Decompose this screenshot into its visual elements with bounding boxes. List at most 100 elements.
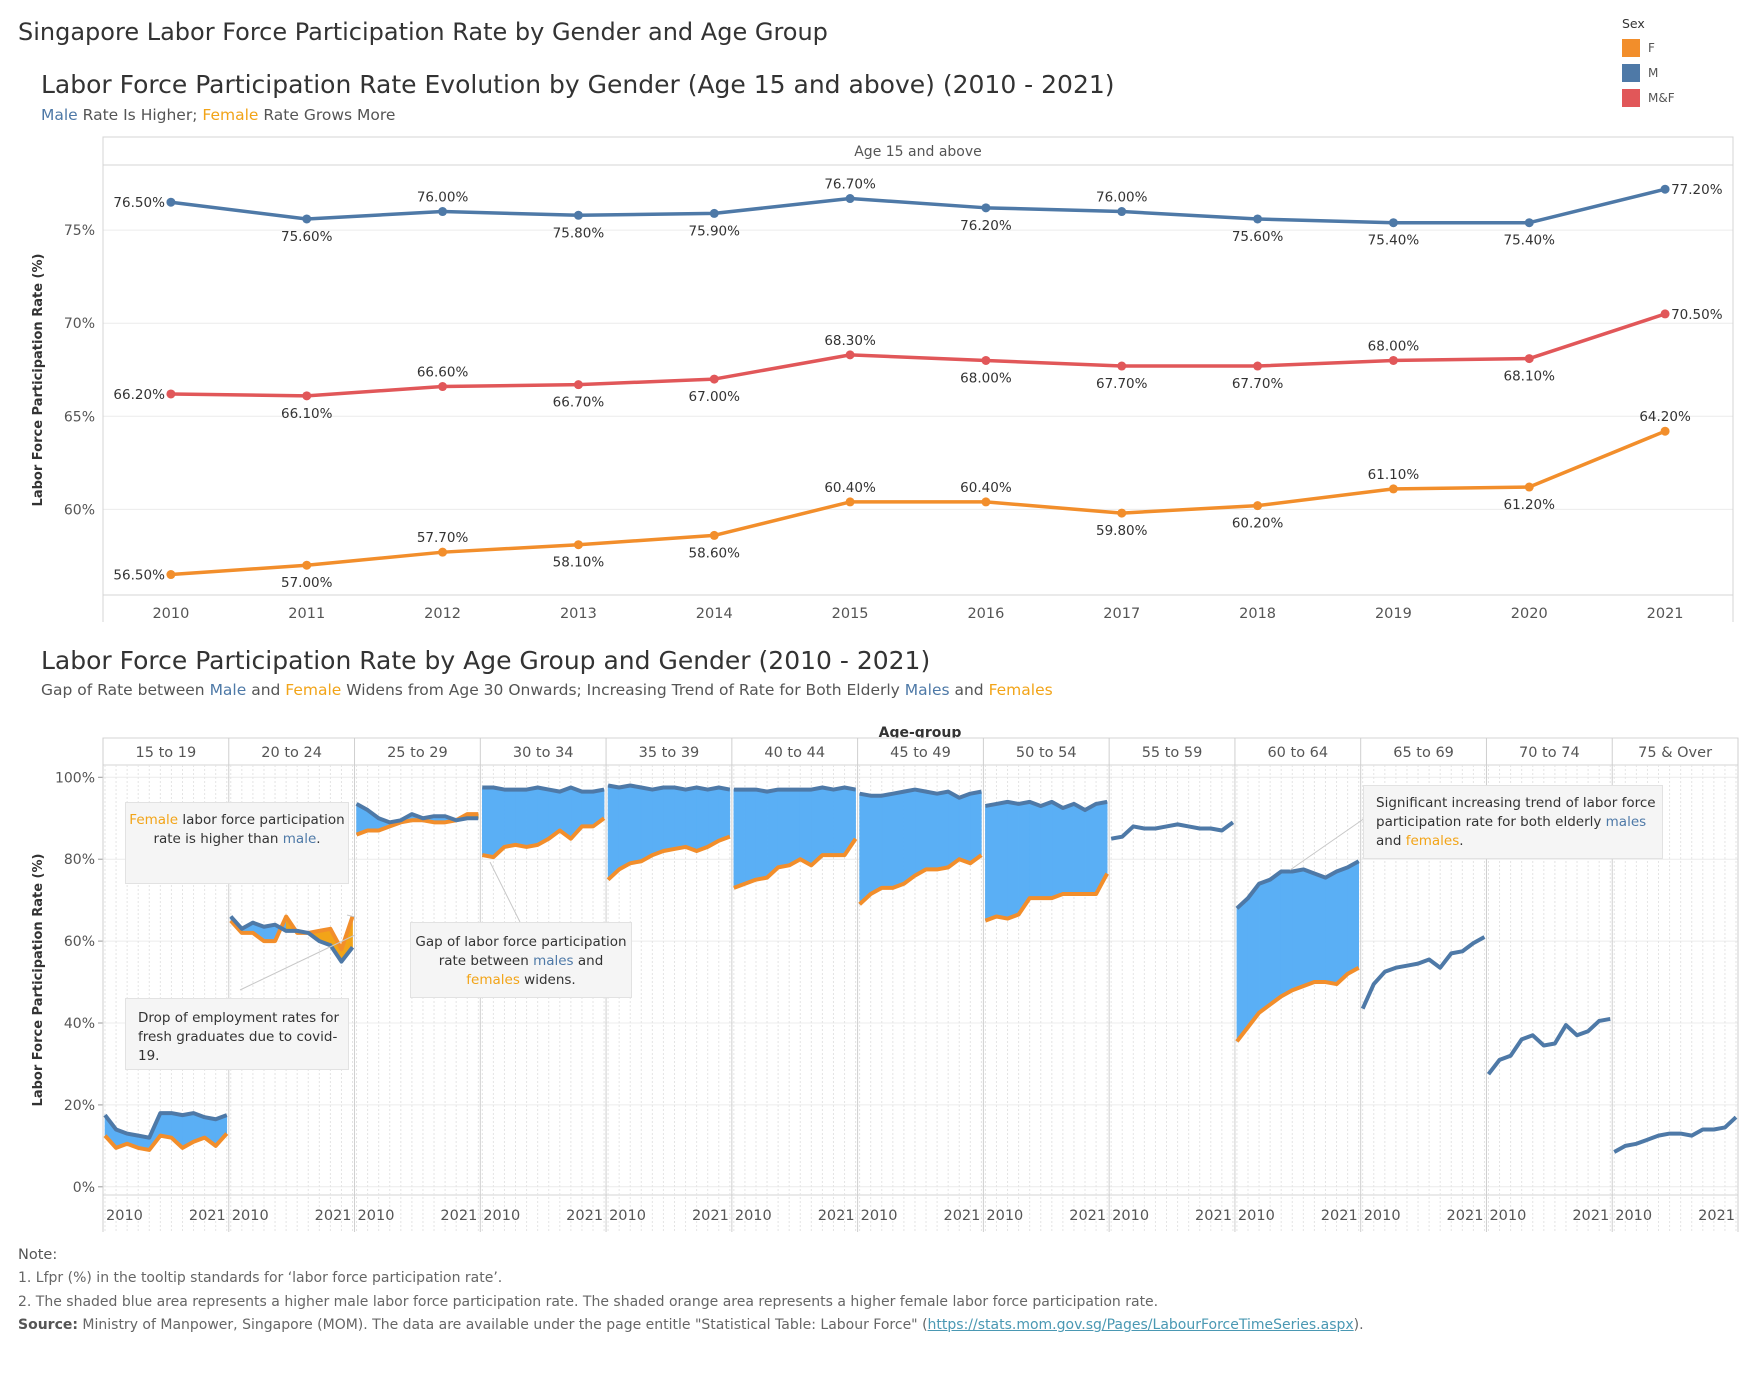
gap-area — [1007, 801, 1019, 920]
source-text: Ministry of Manpower, Singapore (MOM). T… — [77, 1317, 928, 1333]
data-label-F: 58.60% — [689, 545, 741, 561]
data-label-M&F: 67.70% — [1232, 376, 1284, 392]
y-tick-label: 80% — [64, 852, 95, 868]
x-tick-label: 2020 — [1511, 606, 1548, 622]
x-tick-label: 2018 — [1239, 606, 1276, 622]
gap-area — [1325, 870, 1337, 985]
anno3-t3: widens. — [519, 972, 576, 988]
male-line — [733, 785, 856, 794]
x-tick-label: 2021 — [692, 1208, 729, 1224]
male-line — [482, 785, 605, 794]
legend-swatch-m — [1622, 63, 1640, 82]
data-point-M&F — [1660, 309, 1670, 319]
facet-label: 35 to 39 — [639, 745, 700, 761]
x-tick-label: 2019 — [1375, 606, 1412, 622]
data-label-M&F: 66.70% — [553, 395, 605, 411]
legend-item-m[interactable]: M — [1622, 60, 1675, 85]
x-tick-label: 2010 — [152, 606, 189, 622]
x-tick-label: 2010 — [609, 1208, 646, 1224]
data-point-F — [166, 570, 176, 580]
x-tick-label: 2010 — [232, 1208, 269, 1224]
x-tick-label: 2021 — [1195, 1208, 1232, 1224]
x-tick-label: 2010 — [1364, 1208, 1401, 1224]
x-tick-label: 2021 — [1572, 1208, 1609, 1224]
data-label-F: 60.40% — [960, 480, 1012, 496]
data-point-M — [1660, 184, 1670, 194]
data-point-M — [1117, 207, 1127, 217]
data-point-M — [1253, 214, 1263, 224]
y-tick-label: 60% — [64, 934, 95, 950]
data-label-M: 76.50% — [113, 195, 165, 211]
data-point-F — [981, 497, 991, 507]
data-label-F: 57.00% — [281, 575, 333, 591]
gap-area — [1040, 801, 1053, 899]
gap-area — [674, 787, 686, 850]
chart2-subtitle-p4: and — [949, 681, 989, 699]
chart2-area-chart: Age-group 0% 20% 40% 60% 80% 100% Labor Force P… — [31, 725, 1739, 1232]
gap-area — [663, 787, 675, 852]
y-tick-label: 20% — [64, 1098, 95, 1114]
x-tick-label: 2012 — [424, 606, 461, 622]
data-point-M&F — [438, 382, 448, 392]
x-tick-label: 2021 — [566, 1208, 603, 1224]
female-line — [606, 834, 731, 882]
y-tick-label: 75% — [64, 223, 95, 239]
facet-label: 45 to 49 — [890, 745, 951, 761]
anno1-female: Female — [129, 812, 179, 828]
gap-area — [1269, 870, 1282, 1006]
gap-area — [985, 803, 997, 922]
x-tick-label: 2010 — [1615, 1208, 1652, 1224]
data-point-F — [845, 497, 855, 507]
x-tick-label: 2016 — [967, 606, 1004, 622]
chart1-subtitle-female: Female — [202, 106, 259, 124]
x-tick-label: 2010 — [1112, 1208, 1149, 1224]
gap-area — [788, 789, 801, 866]
x-tick-label: 2017 — [1103, 606, 1140, 622]
legend-item-mf[interactable]: M&F — [1622, 85, 1675, 110]
page-title: Singapore Labor Force Participation Rate… — [18, 18, 828, 46]
chart2-subtitle-female: Female — [285, 681, 342, 699]
data-point-M — [166, 197, 176, 207]
gap-area — [766, 789, 779, 879]
y-axis-title: Labor Force Participation Rate (%) — [31, 254, 46, 507]
y-tick-label: 0% — [73, 1180, 95, 1196]
facet-label: 70 to 74 — [1519, 745, 1580, 761]
series-line-M — [170, 187, 1666, 225]
data-point-M&F — [1388, 355, 1398, 365]
chart1-subtitle-end: Rate Grows More — [258, 106, 396, 124]
anno1-t2: . — [316, 831, 321, 847]
gap-area — [581, 791, 594, 827]
annotation-leader — [489, 861, 521, 923]
female-line — [481, 816, 606, 860]
chart2-subtitle-male: Male — [209, 681, 247, 699]
gap-area — [526, 787, 538, 848]
gap-area — [1291, 869, 1304, 991]
data-label-M&F: 66.60% — [417, 365, 469, 381]
legend-item-f[interactable]: F — [1622, 35, 1675, 60]
legend: Sex F M M&F — [1622, 16, 1675, 110]
legend-title: Sex — [1622, 16, 1645, 31]
male-line — [985, 799, 1108, 813]
source-link[interactable]: https://stats.mom.gov.sg/Pages/LabourFor… — [927, 1317, 1354, 1333]
data-point-M&F — [1524, 354, 1534, 364]
anno4-males: males — [1605, 814, 1647, 830]
anno1-t1: labor force participation rate is higher… — [153, 812, 345, 847]
gap-area — [618, 785, 631, 870]
source-note: Source: Ministry of Manpower, Singapore … — [18, 1317, 1364, 1333]
anno4-females: females — [1405, 833, 1460, 849]
data-point-M — [438, 207, 448, 217]
annotation-leader — [346, 914, 356, 918]
note-2: 2. The shaded blue area represents a hig… — [18, 1294, 1159, 1310]
data-label-F: 61.20% — [1504, 497, 1556, 513]
legend-label-mf: M&F — [1648, 90, 1675, 105]
facet-label: 15 to 19 — [136, 745, 197, 761]
male-line — [607, 783, 731, 792]
y-tick-label: 70% — [64, 316, 95, 332]
data-point-M&F — [1117, 361, 1127, 371]
gap-area — [811, 787, 823, 867]
legend-label-m: M — [1648, 65, 1659, 80]
data-label-F: 58.10% — [553, 555, 605, 571]
data-label-M: 75.40% — [1368, 233, 1420, 249]
data-point-M — [1388, 218, 1398, 228]
facet-label: 20 to 24 — [261, 745, 322, 761]
